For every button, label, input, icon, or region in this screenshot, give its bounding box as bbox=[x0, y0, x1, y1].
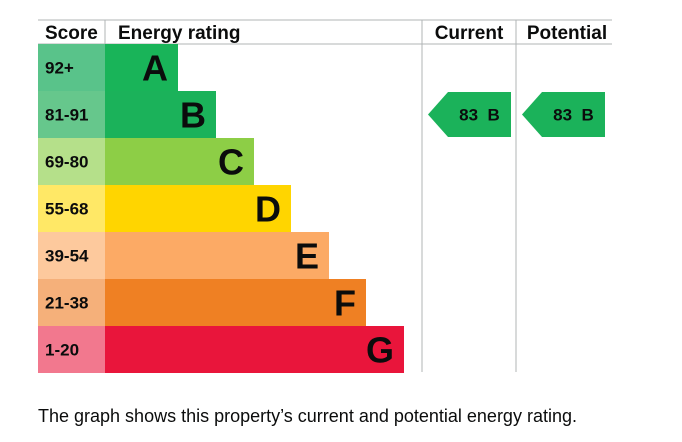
score-cell-g bbox=[38, 326, 105, 373]
score-cell-a bbox=[38, 44, 105, 91]
score-label-e: 39-54 bbox=[45, 247, 89, 266]
score-label-c: 69-80 bbox=[45, 153, 88, 172]
band-letter-f: F bbox=[334, 283, 356, 324]
score-cell-b bbox=[38, 91, 105, 138]
score-cell-d bbox=[38, 185, 105, 232]
band-letter-c: C bbox=[218, 142, 244, 183]
score-label-g: 1-20 bbox=[45, 341, 79, 360]
band-letter-b: B bbox=[180, 95, 206, 136]
current-rating-label: 83 B bbox=[459, 106, 500, 125]
energy-rating-header: Energy rating bbox=[118, 23, 240, 44]
potential-header: Potential bbox=[527, 23, 607, 44]
score-label-d: 55-68 bbox=[45, 200, 88, 219]
band-bar-b bbox=[105, 91, 216, 138]
potential-rating-label: 83 B bbox=[553, 106, 594, 125]
score-label-f: 21-38 bbox=[45, 294, 88, 313]
score-header: Score bbox=[45, 23, 98, 44]
band-letter-a: A bbox=[142, 48, 168, 89]
rating-bands: 92+ A 81-91 B 69-80 C 55-68 D 39-54 E 21-38 F 1-20 G bbox=[38, 44, 404, 373]
energy-rating-chart: Score Energy rating Current Potential 92… bbox=[38, 19, 612, 373]
band-bar-f bbox=[105, 279, 366, 326]
band-bar-c bbox=[105, 138, 254, 185]
score-cell-e bbox=[38, 232, 105, 279]
rating-indicators: 83 B 83 B bbox=[428, 92, 605, 137]
band-bar-a bbox=[105, 44, 178, 91]
potential-rating-arrow bbox=[522, 92, 605, 137]
score-label-b: 81-91 bbox=[45, 106, 88, 125]
band-bar-e bbox=[105, 232, 329, 279]
band-letter-e: E bbox=[295, 236, 319, 277]
current-header: Current bbox=[435, 23, 504, 44]
score-cell-f bbox=[38, 279, 105, 326]
current-rating-arrow bbox=[428, 92, 511, 137]
band-bar-g bbox=[105, 326, 404, 373]
band-bar-d bbox=[105, 185, 291, 232]
band-letter-d: D bbox=[255, 189, 281, 230]
band-letter-g: G bbox=[366, 330, 394, 371]
chart-caption: The graph shows this property’s current … bbox=[38, 406, 577, 426]
score-cell-c bbox=[38, 138, 105, 185]
score-label-a: 92+ bbox=[45, 59, 74, 78]
